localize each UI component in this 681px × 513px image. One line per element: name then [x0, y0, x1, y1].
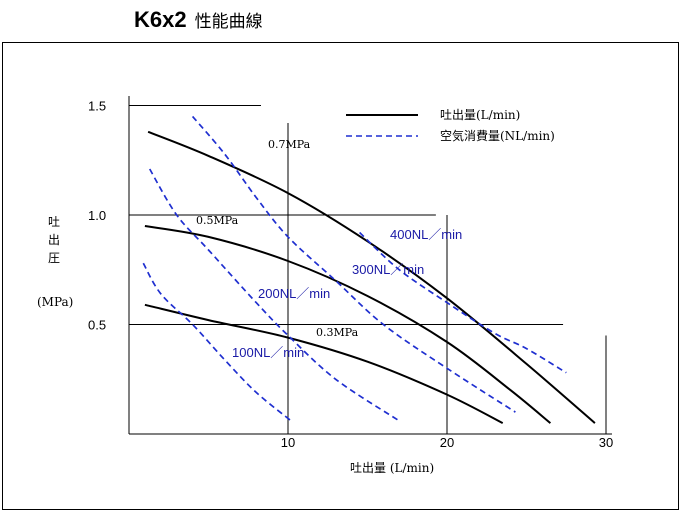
page-title: K6x2 性能曲線: [134, 7, 263, 33]
axes: [128, 96, 612, 435]
title-subtitle: 性能曲線: [194, 12, 263, 31]
discharge-curve: [144, 303, 504, 424]
air-flow-label: 200NL／min: [258, 286, 330, 301]
chart-frame: [2, 42, 679, 510]
air-consumption-curve: [148, 168, 400, 422]
pressure-label: 0.3MPa: [316, 326, 359, 339]
x-tick-label: 30: [599, 435, 613, 450]
air-consumption-curve: [359, 231, 567, 374]
x-tick-label: 10: [281, 435, 295, 450]
legend: 吐出量(L/min) 空気消費量(NL/min): [346, 108, 555, 143]
air-consumption-curve: [142, 262, 292, 422]
tick-labels: 0.5 1.0 1.5 10 20 30: [88, 99, 613, 451]
x-axis-label: 吐出量 (L/min): [350, 461, 434, 475]
air-consumption-curve: [191, 115, 516, 413]
x-tick-label: 20: [440, 435, 454, 450]
model-name: K6x2: [134, 7, 187, 32]
legend-air-label: 空気消費量(NL/min): [440, 128, 555, 143]
y-tick-label: 1.5: [88, 99, 106, 114]
y-axis-unit: (MPa): [37, 295, 73, 309]
discharge-curve: [144, 225, 552, 424]
pressure-label: 0.5MPa: [196, 214, 239, 227]
legend-discharge-label: 吐出量(L/min): [440, 108, 520, 122]
series: [142, 115, 596, 424]
grid: [129, 105, 607, 434]
y-axis-title: 吐出圧 (MPa): [37, 215, 73, 309]
y-tick-label: 1.0: [88, 208, 106, 223]
y-axis-label: 吐出圧: [48, 215, 60, 265]
curve-labels: 0.7MPa 0.5MPa 0.3MPa 400NL／min 300NL／min 200N…: [196, 138, 462, 360]
y-tick-label: 0.5: [88, 318, 106, 333]
air-flow-label: 300NL／min: [352, 262, 424, 277]
pressure-label: 0.7MPa: [268, 138, 311, 151]
discharge-curve: [147, 130, 596, 424]
air-flow-label: 100NL／min: [232, 345, 304, 360]
air-flow-label: 400NL／min: [390, 227, 462, 242]
